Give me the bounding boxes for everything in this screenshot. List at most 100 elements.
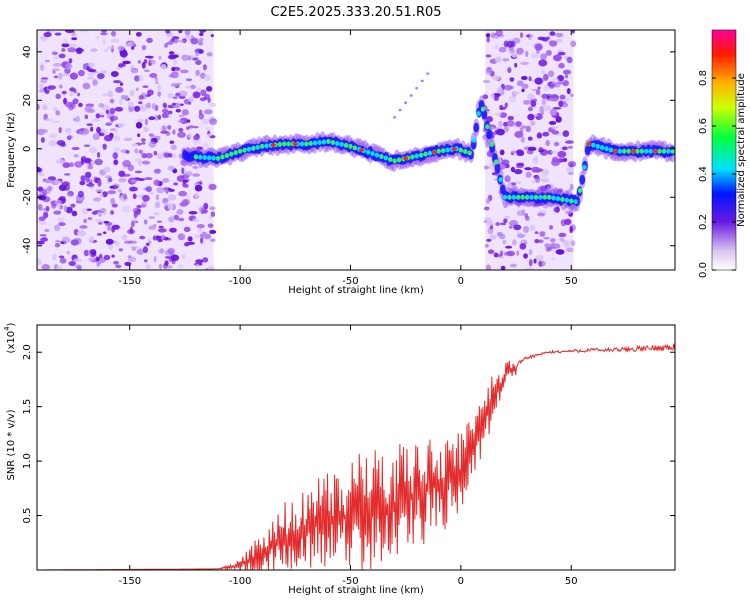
signal-core	[573, 199, 578, 205]
noise-blob	[157, 238, 163, 243]
noise-blob	[185, 184, 189, 188]
noise-blob	[44, 228, 50, 232]
signal-core	[445, 147, 450, 153]
noise-blob	[107, 177, 113, 183]
noise-blob	[65, 101, 74, 108]
noise-blob	[80, 155, 87, 162]
noise-blob	[148, 191, 155, 195]
noise-blob	[65, 63, 71, 70]
noise-blob	[79, 225, 88, 229]
noise-blob	[135, 121, 143, 129]
noise-blob	[83, 128, 90, 135]
noise-blob	[485, 33, 491, 38]
noise-blob	[161, 125, 167, 133]
noise-blob	[69, 92, 74, 97]
spectrogram-y-tick-label: -40	[22, 238, 33, 254]
snr-frame	[36, 324, 676, 571]
noise-blob	[88, 236, 95, 244]
noise-blob	[528, 249, 533, 256]
noise-blob	[492, 75, 500, 81]
noise-blob	[102, 38, 106, 45]
spectrogram-x-tick-label: 50	[565, 276, 578, 287]
noise-blob	[162, 108, 169, 114]
noise-blob	[66, 135, 72, 141]
noise-blob	[569, 183, 574, 191]
noise-blob	[157, 228, 167, 233]
noise-blob	[187, 132, 192, 139]
noise-blob	[70, 203, 76, 208]
signal-core	[493, 159, 499, 165]
noise-blob	[520, 125, 527, 129]
noise-blob	[525, 50, 529, 58]
noise-blob	[144, 55, 154, 59]
noise-blob	[86, 182, 95, 187]
signal-core	[577, 187, 583, 193]
signal-core	[410, 154, 415, 160]
noise-blob	[558, 62, 565, 69]
noise-blob	[483, 206, 490, 211]
noise-blob	[112, 152, 118, 160]
noise-blob	[68, 58, 73, 64]
noise-blob	[543, 236, 550, 240]
noise-blob	[51, 51, 58, 55]
noise-blob	[122, 159, 132, 168]
signal-core	[644, 148, 649, 154]
noise-blob	[167, 153, 173, 158]
noise-blob	[183, 180, 187, 184]
noise-blob	[504, 102, 508, 108]
noise-blob	[54, 224, 61, 232]
noise-blob	[130, 221, 135, 228]
noise-blob	[38, 89, 46, 93]
noise-blob	[520, 136, 526, 144]
noise-blob	[504, 183, 513, 191]
noise-blob	[207, 223, 214, 228]
noise-blob	[45, 205, 50, 212]
noise-blob	[51, 68, 60, 71]
colorbar-tick-label: 0.2	[698, 214, 709, 230]
noise-blob	[485, 54, 492, 58]
noise-blob	[196, 87, 202, 91]
noise-blob	[176, 208, 184, 215]
noise-blob	[167, 247, 176, 255]
noise-blob	[97, 232, 102, 236]
noise-blob	[188, 125, 195, 129]
noise-blob	[550, 238, 556, 243]
noise-blob	[41, 35, 48, 42]
noise-blob	[111, 224, 120, 230]
noise-blob	[549, 97, 559, 102]
noise-blob	[538, 59, 548, 67]
spectrogram-y-tick-label: 0	[22, 146, 33, 152]
noise-blob	[100, 32, 108, 36]
noise-blob	[516, 47, 524, 55]
noise-blob	[164, 256, 171, 259]
signal-core	[321, 139, 327, 145]
signal-core	[542, 194, 547, 200]
noise-blob	[81, 207, 89, 215]
noise-blob	[181, 199, 190, 206]
noise-blob	[498, 120, 503, 128]
noise-blob	[501, 159, 510, 165]
noise-blob	[169, 140, 175, 144]
spectrogram-y-tick-label: -20	[22, 189, 33, 205]
noise-blob	[167, 115, 172, 119]
noise-blob	[122, 205, 131, 213]
noise-blob	[203, 109, 213, 115]
noise-blob	[151, 102, 156, 110]
noise-blob	[71, 146, 80, 151]
noise-blob	[115, 86, 124, 93]
signal-peak	[612, 149, 618, 154]
noise-blob	[70, 32, 78, 36]
noise-blob	[486, 36, 490, 43]
noise-blob	[160, 64, 167, 70]
noise-blob	[559, 237, 565, 242]
noise-blob	[37, 203, 43, 211]
noise-blob	[66, 250, 70, 255]
noise-blob	[169, 227, 177, 233]
noise-blob	[517, 233, 526, 238]
signal-core	[502, 194, 508, 200]
noise-blob	[199, 180, 203, 187]
noise-blob	[171, 153, 177, 159]
noise-blob	[157, 85, 162, 91]
noise-blob	[482, 94, 489, 100]
signal-core	[220, 154, 225, 160]
